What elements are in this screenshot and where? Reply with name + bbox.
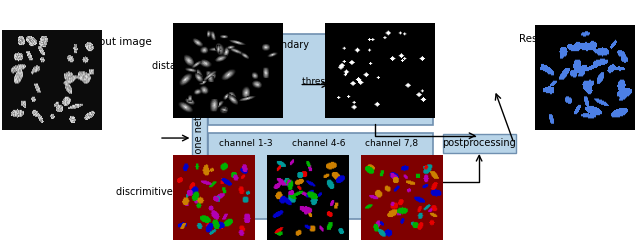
Text: seeds: seeds	[360, 40, 388, 50]
Text: $T_s$: $T_s$	[335, 75, 347, 89]
Text: threshold: threshold	[303, 77, 348, 86]
Text: channel 7,8: channel 7,8	[365, 139, 418, 148]
Text: Result: Result	[519, 34, 551, 44]
FancyBboxPatch shape	[208, 133, 433, 219]
FancyBboxPatch shape	[443, 134, 516, 153]
Text: Input image: Input image	[89, 37, 152, 47]
Text: channel 1-3: channel 1-3	[219, 139, 273, 148]
FancyBboxPatch shape	[191, 91, 207, 185]
Text: postprocessing: postprocessing	[442, 138, 516, 148]
Text: backbone network: backbone network	[195, 93, 204, 183]
Text: channel 4-6: channel 4-6	[292, 139, 346, 148]
FancyBboxPatch shape	[208, 34, 433, 125]
Text: discrimitive embedding: discrimitive embedding	[115, 187, 230, 197]
Text: distance regression: distance regression	[152, 61, 247, 71]
Text: distance to boundary: distance to boundary	[205, 40, 308, 50]
